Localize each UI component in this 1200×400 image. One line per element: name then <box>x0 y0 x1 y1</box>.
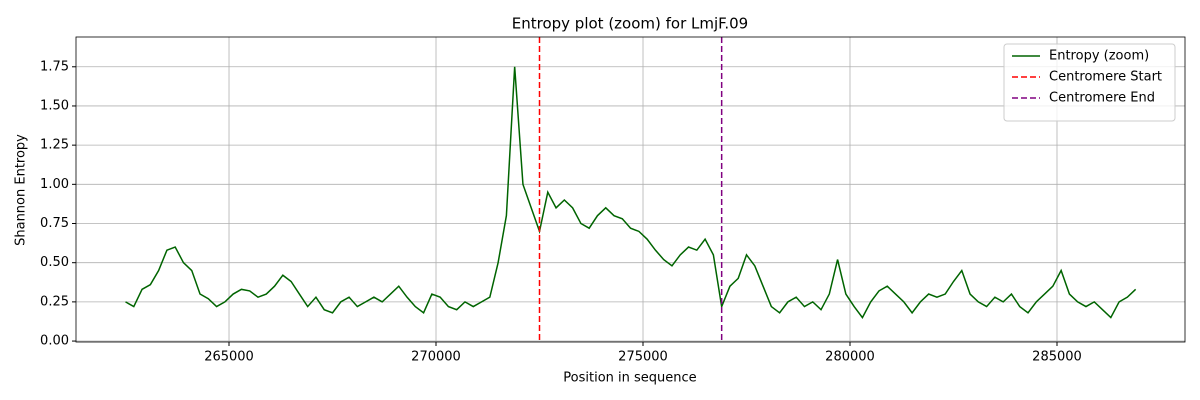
y-axis-label: Shannon Entropy <box>14 134 29 246</box>
x-tick-label: 270000 <box>411 350 461 365</box>
legend <box>1003 43 1176 122</box>
y-tick-label: 1.50 <box>40 98 69 113</box>
x-tick-label: 280000 <box>825 350 875 365</box>
legend-label: Entropy (zoom) <box>1049 49 1149 64</box>
x-tick-label: 285000 <box>1032 350 1082 365</box>
y-tick-label: 1.00 <box>40 177 69 192</box>
y-tick-label: 1.25 <box>40 138 69 153</box>
legend-label: Centromere Start <box>1049 70 1162 85</box>
y-tick-label: 0.00 <box>40 334 69 349</box>
data-line <box>125 66 1137 319</box>
y-tick-label: 1.75 <box>40 59 69 74</box>
chart-title: Entropy plot (zoom) for LmjF.09 <box>512 15 748 33</box>
x-tick-label: 265000 <box>204 350 254 365</box>
y-tick-label: 0.50 <box>40 255 69 270</box>
y-tick-label: 0.75 <box>40 216 69 231</box>
plot-frame <box>75 36 1186 343</box>
legend-label: Centromere End <box>1049 91 1155 106</box>
y-tick-label: 0.25 <box>40 294 69 309</box>
x-tick-label: 275000 <box>618 350 668 365</box>
x-axis-label: Position in sequence <box>563 371 696 386</box>
